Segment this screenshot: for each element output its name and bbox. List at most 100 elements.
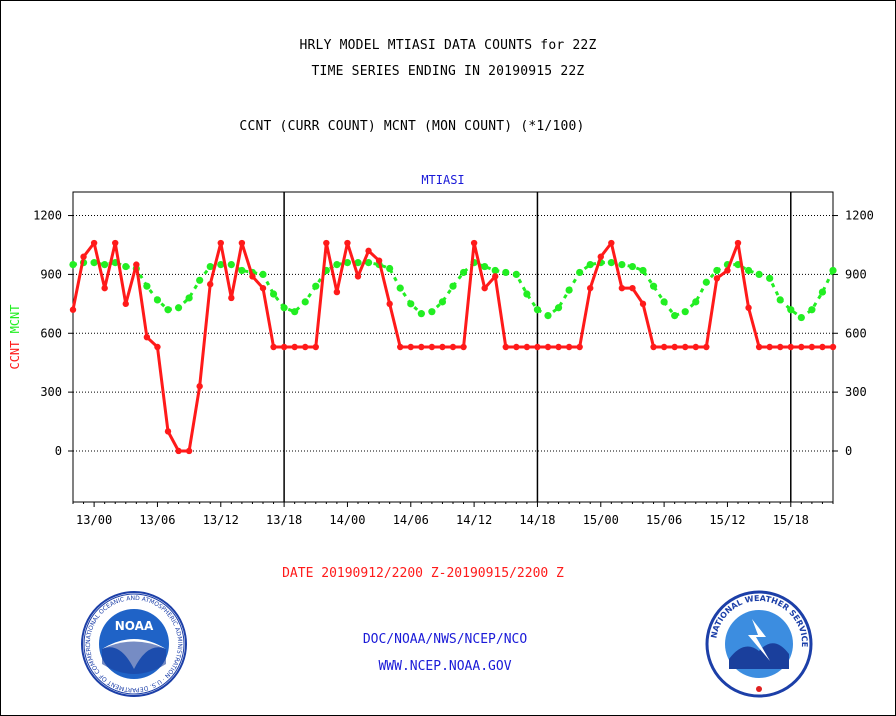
point-mcnt-55 [649, 282, 658, 290]
point-mcnt-15 [227, 260, 235, 269]
point-ccnt-20 [280, 343, 288, 351]
point-ccnt-55 [650, 343, 657, 351]
point-ccnt-66 [766, 343, 773, 351]
point-mcnt-12 [196, 276, 204, 284]
point-ccnt-12 [196, 383, 203, 390]
point-mcnt-36 [449, 282, 457, 290]
point-mcnt-39 [481, 262, 489, 271]
point-ccnt-31 [397, 343, 404, 351]
point-ccnt-47 [565, 343, 573, 351]
footer-url-ncep[interactable]: WWW.NCEP.NOAA.GOV [378, 659, 512, 674]
point-ccnt-1 [80, 253, 87, 260]
point-mcnt-28 [364, 259, 373, 267]
point-ccnt-57 [671, 343, 678, 351]
point-ccnt-58 [682, 343, 689, 351]
y-tick-label-left-300: 300 [40, 385, 62, 399]
point-mcnt-49 [586, 260, 594, 269]
x-tick-label-2: 13/12 [203, 513, 239, 527]
point-mcnt-35 [438, 298, 447, 306]
x-axis-label: DATE 20190912/2200 Z-20190915/2200 Z [282, 566, 564, 581]
x-tick-label-7: 14/18 [519, 513, 555, 527]
point-ccnt-34 [428, 343, 436, 351]
point-mcnt-25 [333, 260, 341, 269]
chart-title-line2: TIME SERIES ENDING IN 20190915 22Z [311, 64, 585, 79]
point-mcnt-23 [312, 282, 320, 290]
point-ccnt-60 [703, 343, 710, 351]
point-ccnt-3 [101, 284, 108, 292]
point-ccnt-6 [133, 261, 140, 268]
point-ccnt-9 [164, 428, 172, 435]
point-mcnt-59 [692, 298, 700, 306]
y-axis-label-ccnt: CCNT [8, 333, 22, 369]
point-ccnt-36 [449, 343, 457, 351]
point-ccnt-63 [734, 239, 742, 247]
point-mcnt-37 [459, 268, 468, 277]
point-ccnt-39 [481, 284, 488, 292]
point-mcnt-2 [90, 259, 98, 267]
y-tick-label-right-300: 300 [845, 385, 867, 399]
point-ccnt-40 [492, 273, 499, 280]
point-mcnt-57 [671, 312, 679, 320]
x-tick-label-10: 15/12 [709, 513, 745, 527]
point-mcnt-8 [153, 296, 162, 304]
point-ccnt-38 [470, 239, 478, 247]
point-mcnt-68 [787, 306, 795, 314]
point-mcnt-48 [576, 268, 584, 277]
point-ccnt-29 [375, 257, 383, 264]
point-mcnt-9 [164, 306, 172, 314]
point-ccnt-59 [692, 343, 699, 351]
point-mcnt-14 [217, 260, 225, 269]
point-mcnt-7 [143, 282, 151, 290]
point-ccnt-15 [228, 294, 235, 302]
point-mcnt-20 [280, 304, 288, 312]
point-ccnt-2 [90, 239, 98, 247]
point-ccnt-69 [798, 343, 805, 351]
point-mcnt-72 [829, 266, 837, 275]
point-ccnt-4 [112, 239, 119, 247]
x-tick-label-8: 15/00 [583, 513, 619, 527]
point-ccnt-44 [534, 343, 541, 351]
point-ccnt-0 [69, 306, 77, 313]
point-mcnt-19 [269, 290, 278, 298]
point-mcnt-70 [808, 306, 816, 314]
y-tick-label-right-600: 600 [845, 326, 867, 340]
point-mcnt-69 [797, 313, 805, 322]
noaa-logo-text: NOAA [115, 619, 154, 633]
point-ccnt-23 [312, 343, 319, 351]
point-mcnt-0 [69, 260, 77, 269]
point-ccnt-27 [354, 273, 362, 280]
point-mcnt-58 [681, 308, 689, 316]
footer-url-doc[interactable]: DOC/NOAA/NWS/NCEP/NCO [362, 632, 528, 647]
point-mcnt-31 [396, 284, 404, 292]
x-tick-label-1: 13/06 [139, 513, 175, 527]
point-ccnt-50 [597, 253, 604, 260]
point-mcnt-71 [818, 288, 827, 296]
point-ccnt-33 [418, 343, 425, 351]
point-ccnt-68 [787, 343, 794, 351]
point-mcnt-26 [343, 259, 352, 267]
point-mcnt-43 [523, 290, 531, 298]
point-ccnt-25 [333, 288, 341, 296]
y-tick-label-left-1200: 1200 [33, 209, 62, 223]
point-ccnt-43 [523, 343, 531, 351]
point-mcnt-11 [185, 294, 193, 302]
point-mcnt-22 [301, 298, 309, 306]
point-ccnt-53 [629, 284, 636, 292]
x-tick-label-3: 13/18 [266, 513, 302, 527]
x-tick-label-4: 14/00 [329, 513, 365, 527]
noaa-logo: NATIONAL OCEANIC AND ATMOSPHERIC ADMINIS… [76, 589, 187, 697]
point-ccnt-26 [344, 239, 351, 247]
point-ccnt-8 [154, 343, 161, 351]
point-mcnt-60 [702, 278, 710, 286]
point-ccnt-28 [365, 247, 372, 255]
point-mcnt-18 [259, 270, 267, 279]
point-mcnt-16 [238, 266, 246, 275]
point-mcnt-46 [554, 304, 563, 312]
y-tick-label-left-600: 600 [40, 326, 62, 340]
chart-title-line1: HRLY MODEL MTIASI DATA COUNTS for 22Z [299, 38, 597, 53]
point-mcnt-42 [512, 270, 520, 279]
point-ccnt-62 [724, 267, 731, 274]
y-tick-label-left-0: 0 [55, 444, 62, 458]
point-ccnt-52 [618, 284, 626, 292]
